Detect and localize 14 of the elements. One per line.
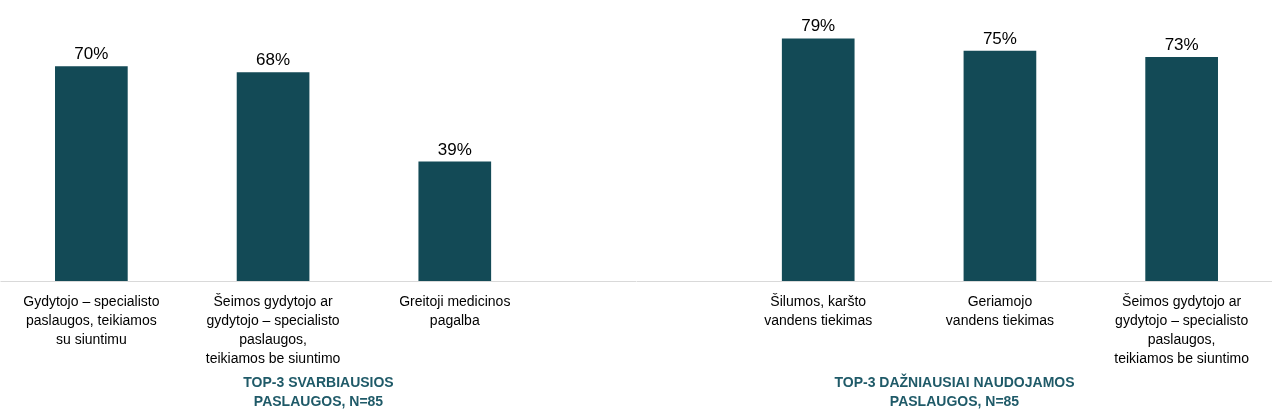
data-label: 68% — [256, 50, 291, 70]
x-tick-label: Geriamojo vandens tiekimas — [945, 292, 1055, 328]
x-axis-title: TOP-3 DAŽNIAUSIAI NAUDOJAMOS PASLAUGOS, N=85 — [834, 373, 1075, 410]
x-tick-label: Greitoji medicinos pagalba — [399, 292, 511, 328]
data-label: 79% — [801, 16, 836, 36]
data-label: 73% — [1164, 34, 1199, 54]
x-axis-title: TOP-3 SVARBIAUSIOS PASLAUGOS, N=85 — [243, 374, 394, 410]
x-tick-label: Šeimos gydytojo ar gydytojo – specialisto paslaugos, teikiamos be siuntimo — [1114, 292, 1250, 367]
data-label: 39% — [437, 139, 472, 159]
x-tick-label: Šilumos, karšto vandens tiekimas — [764, 292, 873, 328]
x-tick-label: Šeimos gydytojo ar gydytojo – specialisto paslaugos, teikiamos be siuntimo — [205, 292, 341, 367]
data-label: 70% — [74, 44, 109, 64]
data-label: 75% — [982, 28, 1017, 48]
x-tick-label: Gydytojo – specialisto paslaugos, teikiamos su siuntimu — [23, 292, 160, 347]
